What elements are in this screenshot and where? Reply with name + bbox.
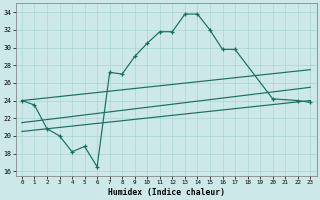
X-axis label: Humidex (Indice chaleur): Humidex (Indice chaleur): [108, 188, 225, 197]
